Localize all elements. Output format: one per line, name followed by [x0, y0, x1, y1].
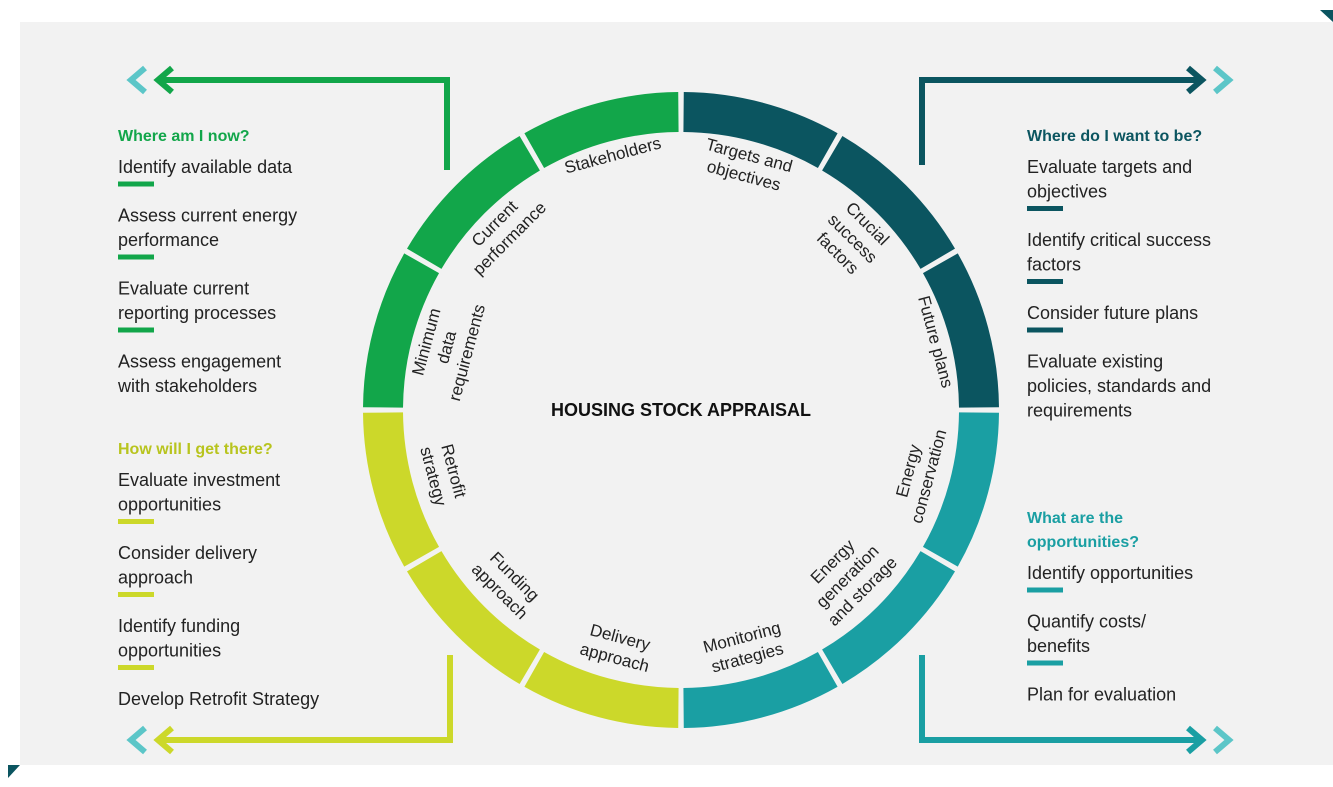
center-title: HOUSING STOCK APPRAISAL: [551, 400, 811, 420]
panel-item: Consider future plans: [1027, 303, 1198, 323]
panel-item: Evaluate existing: [1027, 352, 1163, 372]
panel-item: Consider delivery: [118, 543, 257, 563]
panel-item: objectives: [1027, 182, 1107, 202]
divider: [1027, 327, 1063, 333]
arrows: [126, 65, 1234, 755]
ring-segment: [922, 412, 999, 567]
arrow-head: [153, 725, 174, 755]
chevrons: [126, 65, 147, 95]
ring-segment: [822, 136, 955, 269]
panel-item: benefits: [1027, 636, 1090, 656]
divider: [1027, 660, 1063, 666]
ring-segment: [363, 253, 440, 408]
panel-item: Identify critical success: [1027, 230, 1211, 250]
panel-item: Assess engagement: [118, 352, 281, 372]
arrow-line: [162, 77, 450, 170]
panel-item: Identify funding: [118, 616, 240, 636]
panel-item: factors: [1027, 255, 1081, 275]
panel-heading: Where am I now?: [118, 128, 250, 145]
panel-heading: What are the: [1027, 510, 1123, 527]
panel-item: Plan for evaluation: [1027, 685, 1176, 705]
panel-item: opportunities: [118, 641, 221, 661]
corner: [8, 765, 20, 778]
panel-item: approach: [118, 568, 193, 588]
chevrons: [1213, 65, 1234, 95]
ring-segment: [922, 253, 999, 408]
ring-segment: [683, 651, 838, 728]
divider: [118, 519, 154, 524]
panel-item: with stakeholders: [117, 376, 257, 396]
divider: [118, 254, 154, 260]
divider: [1027, 279, 1063, 284]
panel-item: performance: [118, 230, 219, 250]
panel-item: opportunities: [118, 495, 221, 515]
panel-item: Identify opportunities: [1027, 563, 1193, 583]
arrow-head: [1186, 725, 1207, 755]
divider: [118, 665, 154, 670]
divider: [118, 181, 154, 187]
divider: [118, 327, 154, 333]
corner: [1320, 10, 1333, 22]
arrow-head: [1186, 65, 1207, 95]
arrow-line: [919, 77, 1198, 165]
panel-item: Assess current energy: [118, 206, 297, 226]
ring-segment: [363, 412, 440, 567]
ring-segment: [407, 136, 540, 269]
panel-heading: opportunities?: [1027, 534, 1139, 551]
chevrons: [126, 725, 147, 755]
panel-heading: How will I get there?: [118, 441, 273, 458]
panel-heading: Where do I want to be?: [1027, 128, 1202, 145]
panel-item: Evaluate investment: [118, 470, 280, 490]
panel-item: Evaluate targets and: [1027, 157, 1192, 177]
panel-background: [20, 22, 1333, 765]
ring-segment: [683, 92, 838, 169]
arrow-line: [162, 655, 453, 743]
panel-item: Quantify costs/: [1027, 612, 1146, 632]
divider: [1027, 587, 1063, 593]
divider: [1027, 206, 1063, 211]
arrow-line: [919, 655, 1198, 743]
panel-item: requirements: [1027, 401, 1132, 421]
panel-item: Develop Retrofit Strategy: [118, 689, 319, 709]
panel-item: reporting processes: [118, 303, 276, 323]
ring-segment: [407, 551, 540, 684]
panel-item: Identify available data: [118, 157, 293, 177]
panel-item: Evaluate current: [118, 279, 249, 299]
ring-segment: [524, 651, 679, 728]
panel-item: policies, standards and: [1027, 376, 1211, 396]
ring-segment: [524, 92, 679, 169]
divider: [118, 592, 154, 597]
chevrons: [1213, 725, 1234, 755]
arrow-head: [153, 65, 174, 95]
ring-segment: [822, 551, 955, 684]
